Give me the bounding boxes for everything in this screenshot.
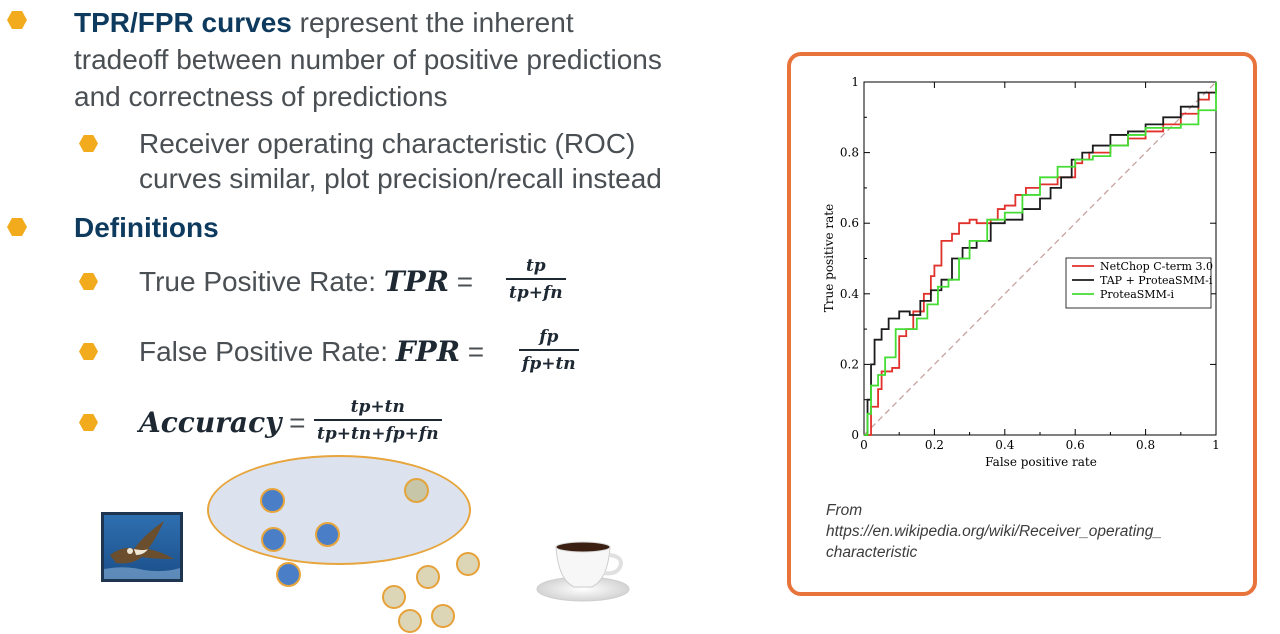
tpr-symbol: TPR — [383, 265, 450, 298]
x-tick-label: 1 — [1212, 438, 1220, 452]
legend-entry: ProteaSMM-i — [1100, 288, 1175, 301]
fraction-bar — [519, 349, 579, 351]
roc-curve-tap-proteasmm-i — [864, 82, 1217, 436]
legend-entry: TAP + ProteaSMM-i — [1100, 274, 1213, 287]
false-negative-dot — [276, 562, 301, 587]
true-negative-dot — [398, 609, 422, 633]
equals-sign: = — [459, 336, 485, 367]
caption-url[interactable]: https://en.wikipedia.org/wiki/Receiver_o… — [826, 523, 1163, 540]
caption-line1: From — [826, 502, 863, 519]
coffee-cup-icon — [536, 541, 630, 602]
true-negative-dot — [431, 604, 455, 628]
definitions-label: Definitions — [74, 212, 219, 243]
sub-bullet-icon — [79, 273, 98, 290]
roc-figure-panel — [787, 52, 1257, 596]
true-positive-dot — [315, 522, 340, 547]
y-tick-label: 0.2 — [840, 357, 859, 371]
tpr-numerator: tp — [525, 256, 546, 276]
osprey-icon — [104, 515, 180, 579]
sub-bullet-icon — [79, 135, 98, 152]
fpr-symbol: FPR — [395, 335, 460, 368]
bullet-1-text: TPR/FPR curves represent the inherent tr… — [74, 4, 662, 115]
bullet-icon — [7, 218, 27, 236]
accuracy-symbol: Accuracy — [139, 406, 282, 439]
bullet-1-line2: tradeoff between number of positive pred… — [74, 44, 662, 75]
roc-chart: 0 0.2 0.4 0.6 0.8 1 0 0.2 0.4 0.6 0.8 1 NetChop C-t… — [822, 75, 1220, 469]
accuracy-denominator: tp+tn+fp+fn — [317, 423, 439, 444]
tpr-label: True Positive Rate: — [139, 266, 384, 297]
fpr-definition: False Positive Rate: FPR = — [139, 335, 484, 368]
equals-sign: = — [449, 266, 474, 297]
tpr-denominator: tp+fn — [509, 282, 563, 303]
true-negative-dot — [456, 552, 480, 576]
definitions-heading: Definitions — [74, 209, 219, 246]
roc-curve-proteasmm-i — [864, 82, 1217, 436]
sub-bullet-icon — [79, 343, 98, 360]
x-axis-label: False positive rate — [985, 455, 1097, 469]
y-tick-label: 1 — [851, 75, 859, 89]
y-tick-label: 0.8 — [840, 146, 859, 160]
false-positive-dot — [404, 478, 429, 503]
tpr-definition: True Positive Rate: TPR = — [139, 265, 473, 298]
osprey-image — [101, 512, 183, 582]
sub-bullet-roc-line1: Receiver operating characteristic (ROC) — [139, 128, 636, 159]
caption-url-end[interactable]: characteristic — [826, 544, 918, 561]
figure-caption: From https://en.wikipedia.org/wiki/Recei… — [826, 500, 1226, 563]
bullet-1-line3: and correctness of predictions — [74, 81, 448, 112]
equals-sign: = — [281, 407, 306, 438]
roc-curve-netchop-c-term-3-0 — [864, 82, 1217, 436]
roc-curves — [863, 81, 1217, 436]
legend-entry: NetChop C-term 3.0 — [1100, 260, 1213, 273]
y-tick-label: 0 — [851, 428, 859, 442]
y-axis-label: True positive rate — [822, 204, 836, 312]
x-tick-label: 0.4 — [995, 438, 1014, 452]
sub-bullet-roc-line2: curves similar, plot precision/recall in… — [139, 163, 662, 194]
accuracy-definition: Accuracy = — [139, 406, 306, 439]
accuracy-fraction: tp+tn tp+tn+fp+fn — [314, 397, 442, 444]
x-tick-label: 0.8 — [1136, 438, 1155, 452]
diagonal-reference-line — [863, 81, 1217, 436]
axis-ticks: 0 0.2 0.4 0.6 0.8 1 0 0.2 0.4 0.6 0.8 1 — [840, 75, 1220, 452]
fpr-numerator: fp — [539, 327, 559, 347]
fpr-label: False Positive Rate: — [139, 336, 396, 367]
tpr-fraction: tp tp+fn — [506, 256, 566, 303]
bullet-1-bold: TPR/FPR curves — [74, 7, 292, 38]
fraction-bar — [314, 419, 442, 421]
positive-predictions-ellipse — [207, 455, 471, 565]
true-negative-dot — [382, 585, 406, 609]
sub-bullet-icon — [79, 414, 98, 431]
true-negative-dot — [416, 565, 440, 589]
x-tick-label: 0.6 — [1066, 438, 1085, 452]
y-tick-label: 0.4 — [840, 287, 859, 301]
sub-bullet-roc: Receiver operating characteristic (ROC) … — [139, 126, 662, 196]
true-positive-dot — [261, 527, 286, 552]
fpr-fraction: fp fp+tn — [519, 327, 579, 374]
accuracy-numerator: tp+tn — [350, 397, 405, 417]
x-tick-label: 0 — [860, 438, 868, 452]
bullet-icon — [7, 11, 27, 29]
bullet-1-rest: represent the inherent — [291, 7, 574, 38]
fraction-bar — [506, 278, 566, 280]
fpr-denominator: fp+tn — [522, 353, 576, 374]
x-tick-label: 0.2 — [925, 438, 944, 452]
y-tick-label: 0.6 — [840, 216, 859, 230]
true-positive-dot — [260, 488, 285, 513]
